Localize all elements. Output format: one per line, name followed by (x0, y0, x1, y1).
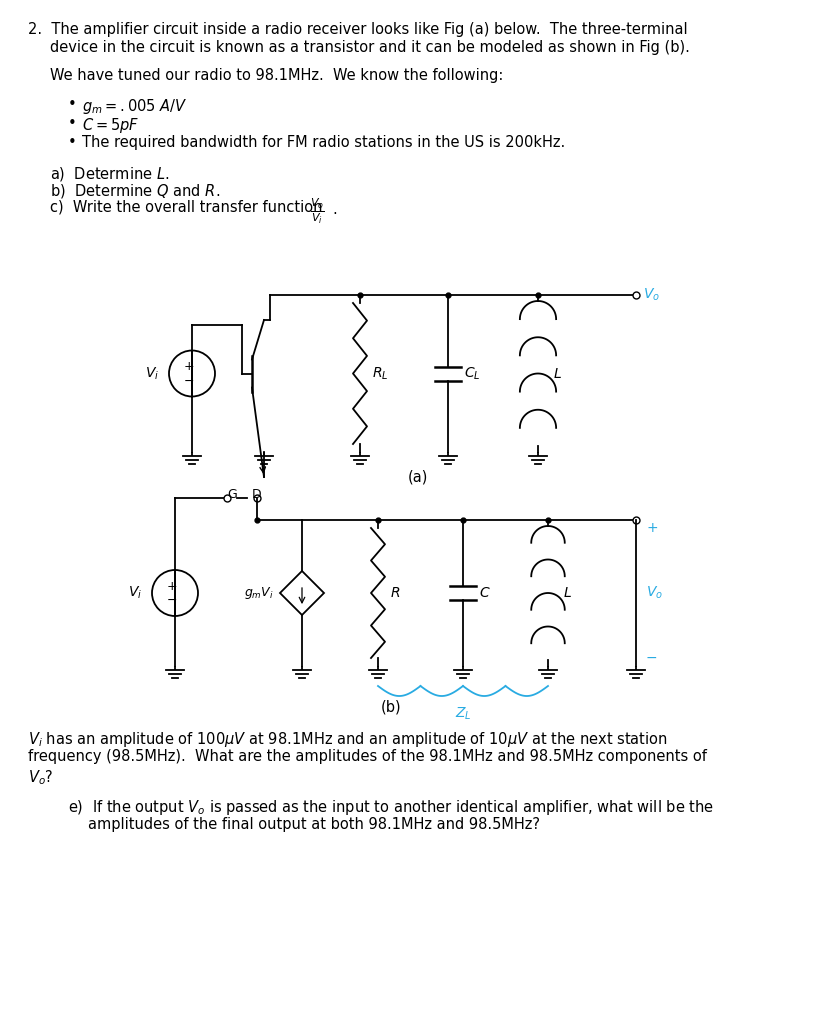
Text: .: . (332, 202, 337, 217)
Text: +: + (184, 360, 194, 373)
Text: $V_o$?: $V_o$? (28, 768, 54, 786)
Text: (a): (a) (408, 470, 428, 485)
Text: $V_o$: $V_o$ (646, 585, 663, 601)
Text: (b): (b) (381, 700, 402, 715)
Text: $C = 5pF$: $C = 5pF$ (82, 116, 139, 135)
Text: $L$: $L$ (553, 367, 562, 381)
Text: •: • (68, 135, 77, 150)
Text: a)  Determine $L$.: a) Determine $L$. (50, 165, 170, 183)
Text: The required bandwidth for FM radio stations in the US is 200kHz.: The required bandwidth for FM radio stat… (82, 135, 565, 150)
Text: amplitudes of the final output at both 98.1MHz and 98.5MHz?: amplitudes of the final output at both 9… (88, 817, 540, 831)
Text: b)  Determine $Q$ and $R$.: b) Determine $Q$ and $R$. (50, 182, 220, 200)
Text: −: − (167, 594, 177, 606)
Text: $V_i$: $V_i$ (145, 366, 159, 382)
Text: +: + (646, 521, 657, 535)
Text: $g_m = .005\ A/V$: $g_m = .005\ A/V$ (82, 97, 188, 116)
Text: −: − (646, 651, 657, 665)
Text: c)  Write the overall transfer function: c) Write the overall transfer function (50, 199, 323, 214)
Text: $V_i$ has an amplitude of $100\mu V$ at 98.1MHz and an amplitude of $10\mu V$ at: $V_i$ has an amplitude of $100\mu V$ at … (28, 730, 667, 749)
Text: •: • (68, 116, 77, 131)
Text: $Z_L$: $Z_L$ (455, 706, 471, 722)
Text: $R$: $R$ (390, 586, 400, 600)
Text: •: • (68, 97, 77, 112)
Text: e)  If the output $V_o$ is passed as the input to another identical amplifier, w: e) If the output $V_o$ is passed as the … (68, 798, 714, 817)
Text: device in the circuit is known as a transistor and it can be modeled as shown in: device in the circuit is known as a tran… (50, 40, 690, 55)
Text: $C_L$: $C_L$ (464, 366, 480, 382)
Text: $C$: $C$ (479, 586, 490, 600)
Text: G: G (227, 488, 237, 501)
Text: 2.  The amplifier circuit inside a radio receiver looks like Fig (a) below.  The: 2. The amplifier circuit inside a radio … (28, 22, 687, 37)
Text: −: − (184, 375, 194, 388)
Text: $V_i$: $V_i$ (128, 585, 142, 601)
Text: +: + (167, 580, 177, 593)
Text: D: D (252, 488, 262, 501)
Text: $R_L$: $R_L$ (372, 366, 389, 382)
Text: $V_o$: $V_o$ (643, 287, 660, 303)
Text: $g_m V_i$: $g_m V_i$ (244, 585, 274, 601)
Text: $\frac{V_o}{V_i}$: $\frac{V_o}{V_i}$ (310, 196, 325, 225)
Text: We have tuned our radio to 98.1MHz.  We know the following:: We have tuned our radio to 98.1MHz. We k… (50, 68, 504, 83)
Text: $L$: $L$ (563, 586, 572, 600)
Text: frequency (98.5MHz).  What are the amplitudes of the 98.1MHz and 98.5MHz compone: frequency (98.5MHz). What are the amplit… (28, 749, 707, 764)
